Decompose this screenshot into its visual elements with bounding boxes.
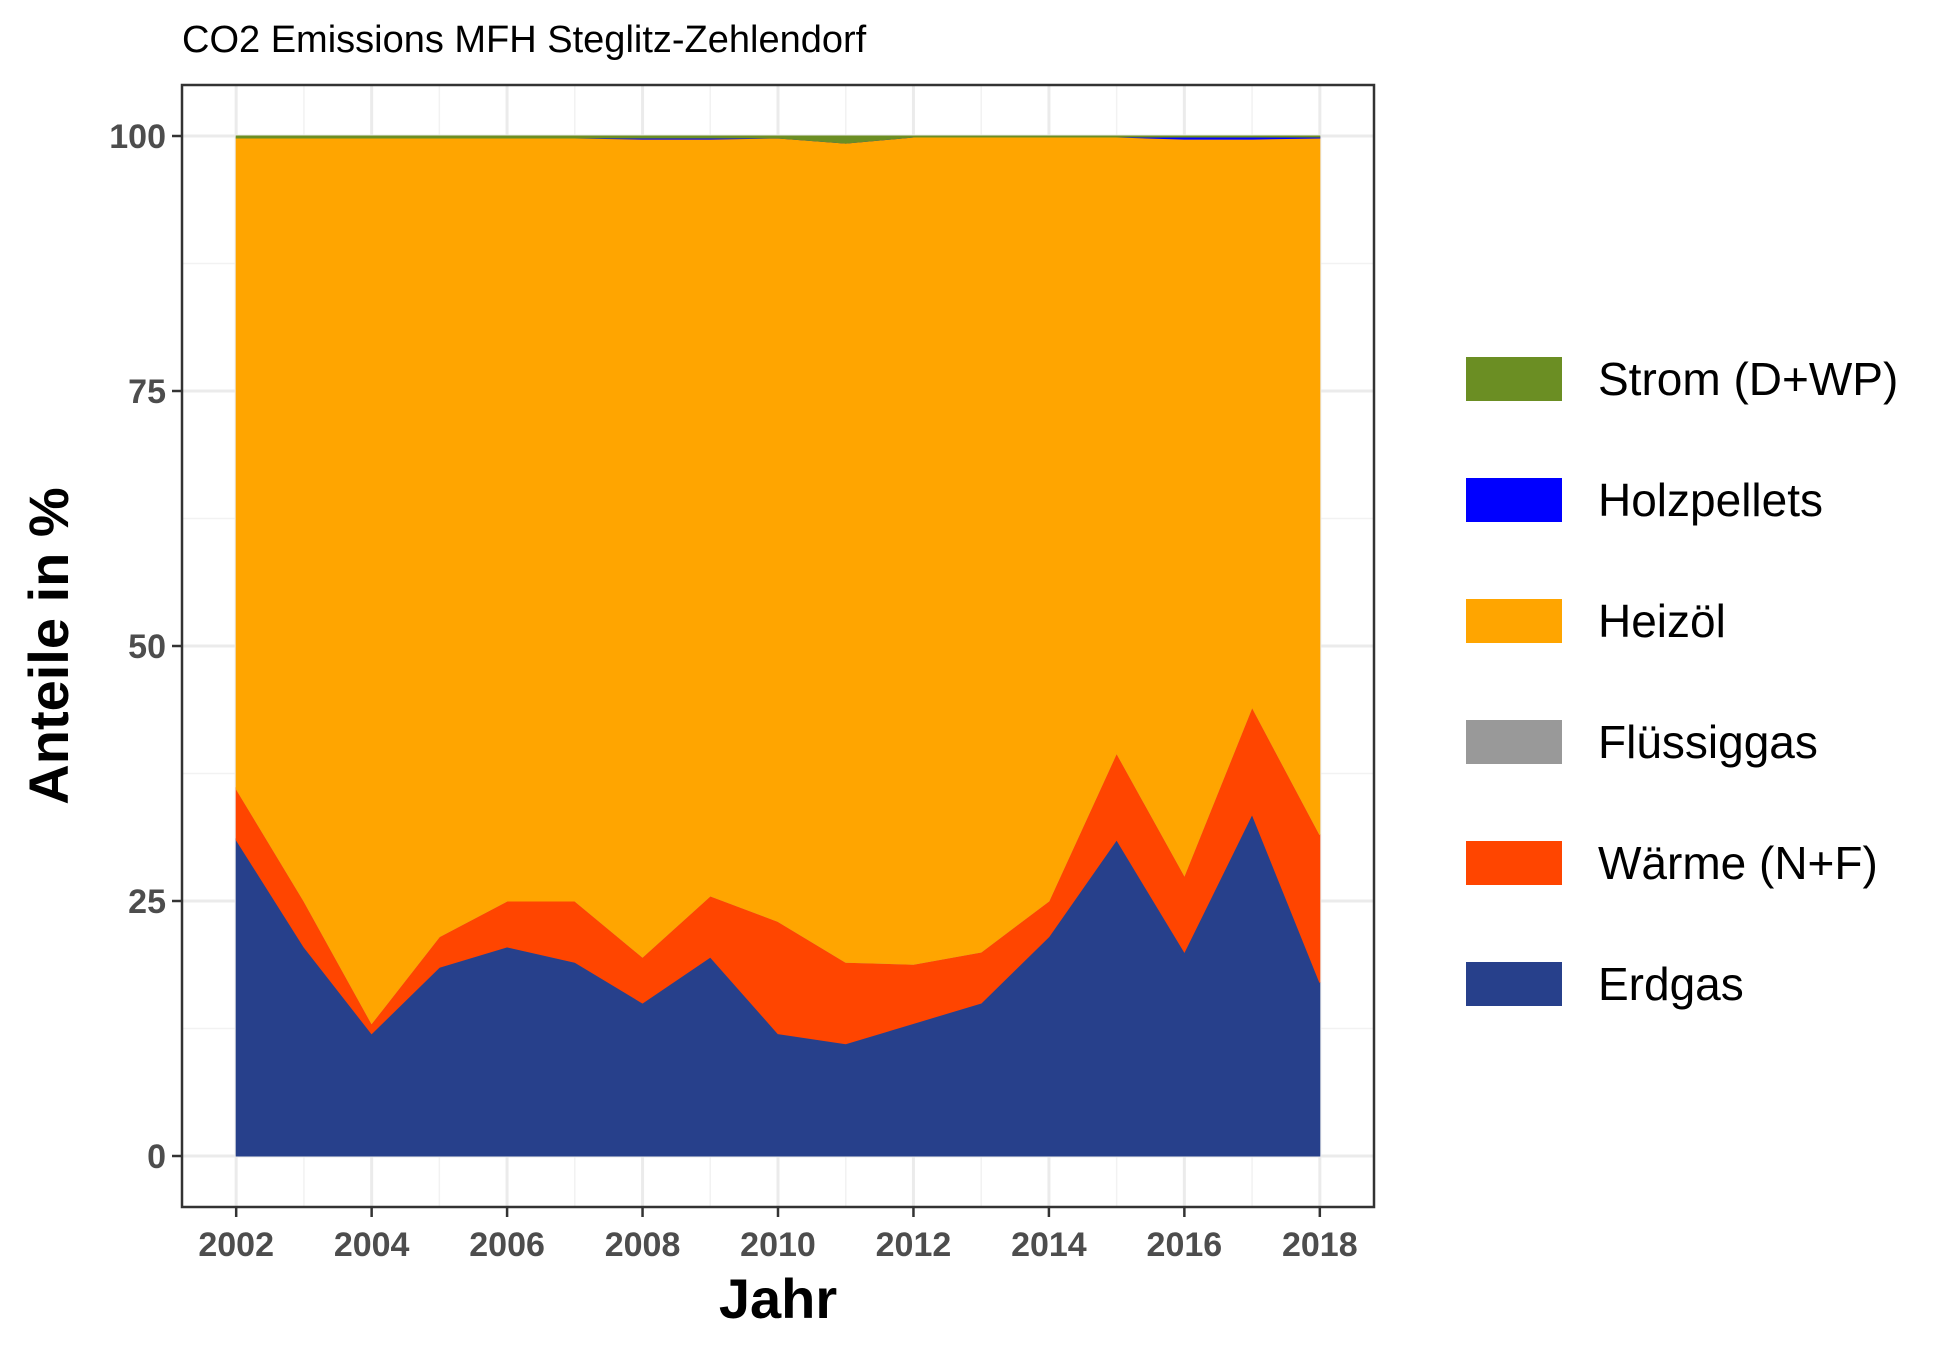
x-tick-label: 2014 — [1011, 1226, 1087, 1264]
legend-key-w-rme-n-f — [1466, 841, 1562, 885]
x-tick-label: 2018 — [1282, 1226, 1358, 1264]
x-tick-label: 2006 — [469, 1226, 545, 1264]
x-tick-label: 2004 — [334, 1226, 410, 1264]
y-tick-label: 0 — [147, 1138, 166, 1176]
legend-key-heiz-l — [1466, 599, 1562, 643]
y-axis-title: Anteile in % — [17, 487, 80, 804]
legend-label-fl-ssiggas: Flüssiggas — [1598, 716, 1818, 768]
legend: Strom (D+WP) Holzpellets Heizöl Flüssiggas W… — [1466, 353, 1898, 1010]
x-tick-label: 2012 — [876, 1226, 952, 1264]
legend-key-fl-ssiggas — [1466, 720, 1562, 764]
legend-label-strom-d-wp: Strom (D+WP) — [1598, 353, 1898, 405]
legend-key-erdgas — [1466, 962, 1562, 1006]
y-tick-label: 25 — [128, 883, 166, 921]
y-tick-label: 75 — [128, 373, 166, 411]
chart-title: CO2 Emissions MFH Steglitz-Zehlendorf — [182, 19, 867, 61]
area-layers — [235, 135, 1321, 1157]
legend-label-erdgas: Erdgas — [1598, 958, 1744, 1010]
area-strom-d-wp — [235, 135, 1321, 144]
x-axis: 2002 2004 2006 2008 2010 2012 2014 2016 2018 — [198, 1207, 1358, 1264]
legend-label-heiz-l: Heizöl — [1598, 595, 1726, 647]
legend-label-w-rme-n-f: Wärme (N+F) — [1598, 837, 1878, 889]
x-tick-label: 2002 — [198, 1226, 274, 1264]
x-tick-label: 2008 — [605, 1226, 681, 1264]
legend-label-holzpellets: Holzpellets — [1598, 474, 1823, 526]
legend-key-strom-d-wp — [1466, 357, 1562, 401]
legend-key-holzpellets — [1466, 478, 1562, 522]
x-tick-label: 2016 — [1147, 1226, 1223, 1264]
x-axis-title: Jahr — [719, 1267, 837, 1330]
y-tick-label: 100 — [109, 118, 166, 156]
y-axis: 0 25 50 75 100 — [109, 118, 182, 1176]
x-tick-label: 2010 — [740, 1226, 816, 1264]
y-tick-label: 50 — [128, 628, 166, 666]
